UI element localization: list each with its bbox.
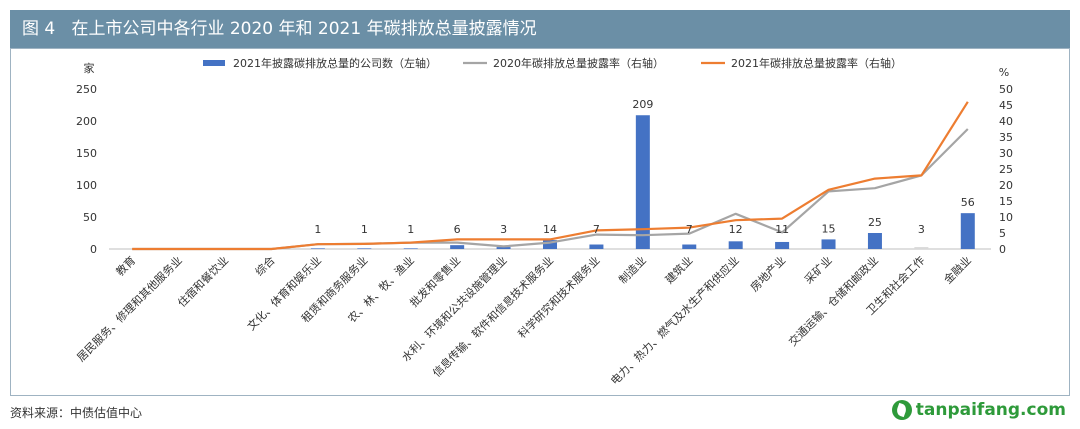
bar xyxy=(728,241,743,249)
bar-value-label: 7 xyxy=(686,223,693,236)
right-tick-label: 0 xyxy=(999,243,1006,256)
bar xyxy=(682,244,697,249)
right-tick-label: 30 xyxy=(999,147,1013,160)
figure-title: 在上市公司中各行业 2020 年和 2021 年碳排放总量披露情况 xyxy=(71,19,537,39)
left-axis-ticks: 0 50 100 150 200 250 xyxy=(76,83,97,256)
figure-label: 图 4 xyxy=(22,19,56,39)
right-tick-label: 50 xyxy=(999,83,1013,96)
watermark: tanpaifang.com xyxy=(891,398,1066,422)
bar xyxy=(496,247,511,249)
bar-value-label: 15 xyxy=(822,222,836,235)
chart-container: 2021年披露碳排放总量的公司数（左轴） 2020年碳排放总量披露率（右轴） 202… xyxy=(10,48,1070,396)
right-tick-label: 35 xyxy=(999,131,1013,144)
bar-value-label: 25 xyxy=(868,216,882,229)
category-label: 房地产业 xyxy=(747,253,788,294)
bar xyxy=(867,233,882,249)
bar-value-label: 209 xyxy=(632,98,653,111)
bar-value-label: 1 xyxy=(407,223,414,236)
category-label: 建筑业 xyxy=(662,253,695,286)
bar-value-label: 3 xyxy=(918,223,925,236)
left-tick-label: 200 xyxy=(76,115,97,128)
right-axis-ticks: 0 5 10 15 20 25 30 35 40 45 50 xyxy=(999,83,1013,256)
bar-value-label: 1 xyxy=(314,223,321,236)
bar-series xyxy=(310,115,975,250)
bar xyxy=(403,248,418,249)
left-tick-label: 50 xyxy=(83,211,97,224)
bar xyxy=(310,248,325,249)
right-tick-label: 10 xyxy=(999,211,1013,224)
bar xyxy=(450,245,465,249)
legend-label: 2020年碳排放总量披露率（右轴） xyxy=(493,56,664,70)
right-tick-label: 40 xyxy=(999,115,1013,128)
right-axis-unit: % xyxy=(999,66,1009,79)
legend-label: 2021年碳排放总量披露率（右轴） xyxy=(731,56,902,70)
bar-value-label: 14 xyxy=(543,223,557,236)
category-label: 教育 xyxy=(113,253,138,278)
left-tick-label: 0 xyxy=(90,243,97,256)
left-tick-label: 150 xyxy=(76,147,97,160)
category-label: 金融业 xyxy=(941,253,974,286)
bar xyxy=(960,213,975,249)
source-note: 资料来源：中债估值中心 xyxy=(10,406,143,420)
left-axis-unit: 家 xyxy=(84,61,95,75)
bar xyxy=(635,115,650,250)
figure-title-bar: 图 4 在上市公司中各行业 2020 年和 2021 年碳排放总量披露情况 xyxy=(10,10,1070,48)
bar-value-label: 12 xyxy=(729,223,743,236)
chart-legend: 2021年披露碳排放总量的公司数（左轴） 2020年碳排放总量披露率（右轴） 202… xyxy=(203,56,902,70)
category-label: 交通运输、仓储和邮政业 xyxy=(786,253,881,348)
line-series xyxy=(132,101,969,251)
left-tick-label: 250 xyxy=(76,83,97,96)
right-tick-label: 5 xyxy=(999,227,1006,240)
category-label: 采矿业 xyxy=(802,254,835,287)
bar-value-label: 7 xyxy=(593,223,600,236)
category-label: 综合 xyxy=(252,253,277,278)
category-label: 科学研究和技术服务业 xyxy=(515,253,603,341)
bar-value-label: 3 xyxy=(500,223,507,236)
bar-value-label: 1 xyxy=(361,223,368,236)
left-tick-label: 100 xyxy=(76,179,97,192)
bar xyxy=(821,239,836,249)
bar-value-label: 56 xyxy=(961,196,975,209)
bar xyxy=(357,248,372,249)
bar xyxy=(589,244,604,249)
right-tick-label: 25 xyxy=(999,163,1013,176)
bar-value-label: 11 xyxy=(775,223,789,236)
legend-label: 2021年披露碳排放总量的公司数（左轴） xyxy=(233,56,437,70)
right-tick-label: 20 xyxy=(999,179,1013,192)
right-tick-label: 45 xyxy=(999,99,1013,112)
line-2021-rate xyxy=(132,101,969,251)
bar xyxy=(543,240,557,249)
bar xyxy=(914,247,929,249)
watermark-text: tanpaifang.com xyxy=(915,400,1066,420)
bar-value-label: 6 xyxy=(454,223,461,236)
right-tick-label: 15 xyxy=(999,195,1013,208)
category-label: 制造业 xyxy=(616,253,649,286)
leaf-logo-icon xyxy=(891,400,912,420)
legend-bar-swatch xyxy=(203,60,225,66)
chart-svg: 2021年披露碳排放总量的公司数（左轴） 2020年碳排放总量披露率（右轴） 202… xyxy=(74,56,1013,388)
bar xyxy=(775,241,790,249)
